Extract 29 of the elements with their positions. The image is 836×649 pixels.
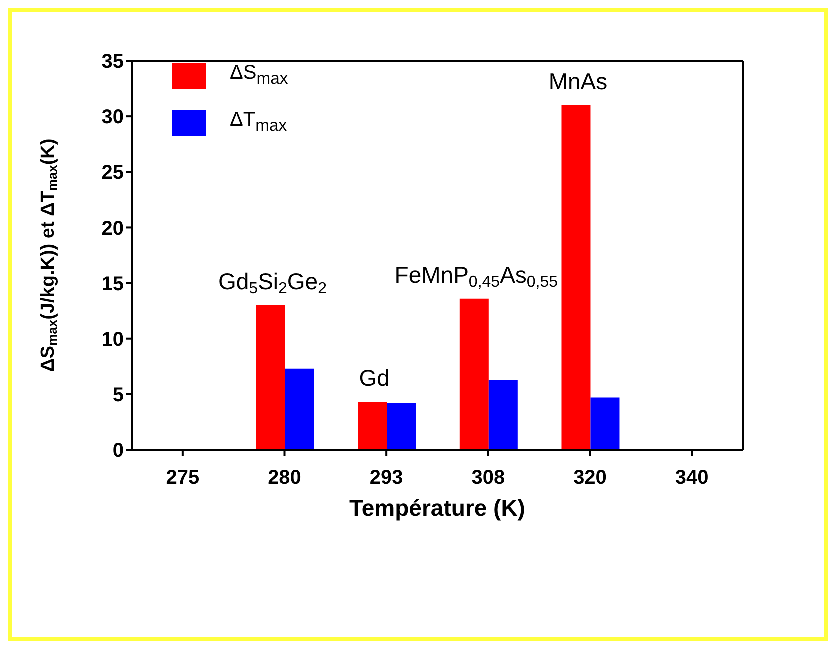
y-tick-label: 30 — [102, 106, 124, 129]
y-tick-label: 10 — [102, 328, 124, 351]
bar — [387, 403, 416, 450]
x-tick-label: 340 — [675, 467, 709, 490]
bar — [358, 402, 388, 450]
annotation: MnAs — [548, 68, 608, 94]
x-tick-label: 320 — [574, 467, 607, 490]
x-tick-label: 308 — [472, 467, 506, 490]
x-tick-label: 275 — [166, 467, 200, 490]
annotation: Gd — [359, 365, 390, 392]
y-tick-label: 35 — [102, 51, 124, 74]
legend-label: ΔS$_{max}$ — [230, 62, 288, 89]
bar — [562, 105, 591, 450]
bar — [256, 306, 286, 450]
bar — [460, 298, 489, 450]
bar — [285, 368, 314, 450]
x-tick-label: 280 — [268, 467, 302, 490]
y-tick-label: 15 — [102, 273, 124, 296]
legend-label: ΔT$_{max}$ — [230, 109, 288, 136]
y-tick-label: 25 — [102, 162, 124, 184]
y-tick-label: 5 — [112, 384, 124, 407]
y-tick-label: 0 — [112, 440, 124, 462]
x-tick-label: 293 — [370, 467, 404, 490]
annotation: Gd$_{5}$Si$_{2}$Ge$_{2}$ — [218, 268, 328, 298]
bar — [488, 380, 518, 450]
x-axis-title: Température (K) — [350, 495, 526, 521]
bar — [590, 398, 620, 450]
annotation: FeMnP$_{0,45}$As$_{0,55}$ — [394, 262, 558, 291]
y-tick-label: 20 — [102, 218, 124, 240]
